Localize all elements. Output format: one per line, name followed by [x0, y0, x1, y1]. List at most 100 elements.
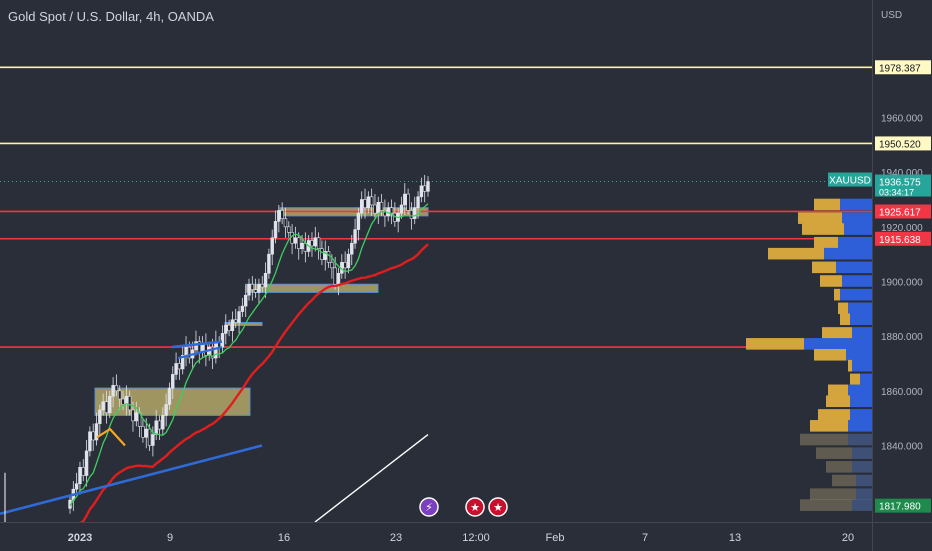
- candle-body: [416, 196, 420, 209]
- orange-pattern-mark: [96, 427, 126, 447]
- white-projection-line: [314, 433, 429, 522]
- us-flag-event-icon: [465, 497, 485, 517]
- candle-body: [237, 311, 241, 323]
- candle-body: [111, 385, 115, 397]
- current-countdown-label: 03:34:17: [879, 188, 914, 198]
- blue-trendline-mid: [177, 346, 223, 360]
- candle-body: [386, 207, 390, 217]
- candle-body: [313, 237, 317, 247]
- volume-profile-gold-bar: [802, 223, 844, 235]
- volume-profile-blue-bar: [848, 420, 872, 432]
- candle-body: [210, 346, 215, 359]
- candle-body: [84, 450, 89, 476]
- candle-body: [363, 199, 367, 209]
- candle-body: [273, 221, 278, 239]
- candle-body: [141, 426, 145, 438]
- volume-profile-gold-bar: [838, 302, 848, 315]
- volume-profile-gold-bar: [800, 499, 852, 511]
- price-tick-label: 1920.000: [881, 223, 923, 234]
- volume-profile-gold-bar: [746, 338, 804, 350]
- volume-profile-blue-bar: [852, 359, 872, 372]
- candle-body: [230, 319, 235, 331]
- candle-body: [316, 237, 321, 250]
- volume-profile-blue-bar: [842, 212, 872, 224]
- volume-profile-blue-bar: [824, 247, 872, 260]
- price-tick-label: 1880.000: [881, 332, 923, 343]
- candle-body: [91, 431, 95, 441]
- time-tick-label: 13: [729, 532, 741, 544]
- candle-body: [181, 354, 185, 370]
- price-tick-label: 1860.000: [881, 387, 923, 398]
- volume-profile-blue-bar: [860, 373, 872, 386]
- candle-body: [161, 415, 165, 430]
- candle-body: [297, 237, 301, 250]
- candle-body: [373, 204, 377, 214]
- candle-body: [147, 428, 152, 446]
- us-flag-event-icon-glyph: ★: [470, 501, 480, 514]
- candle-body: [293, 237, 298, 244]
- volume-profile-blue-bar: [840, 288, 872, 301]
- volume-profile-blue-bar: [852, 447, 872, 459]
- volume-profile-blue-bar: [804, 338, 872, 350]
- current-price-label: 1936.575: [879, 178, 921, 189]
- price-tag-label: 1915.638: [879, 235, 921, 246]
- volume-profile-gold-bar: [800, 433, 848, 446]
- price-tag: [875, 231, 931, 246]
- candle-body: [422, 185, 427, 192]
- price-axis[interactable]: USD 1960.000 1940.000 1920.000 1900.000 1880.…: [872, 0, 932, 522]
- candle-body: [270, 237, 274, 255]
- volume-profile-gold-bar: [814, 198, 840, 211]
- candle-body: [310, 240, 314, 247]
- volume-profile-gold-bar: [850, 373, 860, 386]
- candle-body: [121, 398, 125, 405]
- time-tick-label: 16: [278, 532, 290, 544]
- candle-body: [346, 253, 351, 269]
- candle-body: [413, 207, 417, 219]
- volume-profile-gold-bar: [834, 288, 840, 301]
- candle-body: [360, 199, 364, 214]
- candle-body: [144, 428, 148, 438]
- volume-profile-blue-bar: [846, 349, 872, 361]
- candle-body: [151, 434, 155, 446]
- price-tag-label: 1925.617: [879, 207, 921, 218]
- candle-body: [419, 185, 424, 198]
- candle-body: [399, 204, 404, 214]
- chart-pane[interactable]: ⚡ ★ ★ XAUUSD Gold Spot / U.S. Dollar, 4h, O…: [0, 0, 872, 522]
- candle-body: [247, 283, 251, 296]
- volume-profile-blue-bar: [844, 223, 872, 235]
- candle-body: [224, 324, 228, 334]
- candle-body: [383, 210, 387, 217]
- volume-profile-gold-bar: [826, 395, 850, 408]
- chart-canvas[interactable]: ⚡ ★ ★ XAUUSD: [0, 0, 872, 522]
- candle-body: [250, 283, 255, 290]
- volume-profile-gold-bar: [810, 488, 856, 500]
- price-tick-label: 1960.000: [881, 114, 923, 125]
- candle-body: [154, 420, 158, 435]
- chart-title: Gold Spot / U.S. Dollar, 4h, OANDA: [8, 9, 214, 24]
- volume-profile-blue-bar: [850, 395, 872, 408]
- time-tick-label: 20: [842, 532, 854, 544]
- price-axis-canvas[interactable]: USD 1960.000 1940.000 1920.000 1900.000 1880.…: [873, 0, 932, 522]
- candle-body: [350, 242, 354, 255]
- candle-body: [257, 283, 261, 293]
- volume-profile-blue-bar: [842, 275, 872, 287]
- volume-profile-blue-bar: [850, 313, 872, 326]
- zone-box-3: [224, 321, 263, 326]
- candle-body: [220, 333, 225, 348]
- candle-body: [280, 210, 284, 219]
- price-tag: [875, 204, 931, 219]
- volume-profile-blue-bar: [856, 474, 872, 487]
- candle-body: [227, 324, 231, 331]
- us-flag-event-icon-2-glyph: ★: [493, 501, 503, 514]
- time-axis-canvas[interactable]: 2023 9 16 23 12:00 Feb 7 13 20: [0, 523, 872, 551]
- price-tag-label: 1978.387: [879, 63, 921, 74]
- candle-body: [277, 210, 281, 222]
- volume-profile-blue-bar: [852, 327, 872, 339]
- candle-body: [330, 262, 334, 269]
- candle-body: [240, 305, 245, 312]
- price-tag: [875, 498, 931, 513]
- candle-body: [283, 218, 288, 228]
- current-price-tag: [875, 174, 931, 197]
- time-axis[interactable]: 2023 9 16 23 12:00 Feb 7 13 20: [0, 522, 872, 551]
- candle-body: [78, 467, 82, 485]
